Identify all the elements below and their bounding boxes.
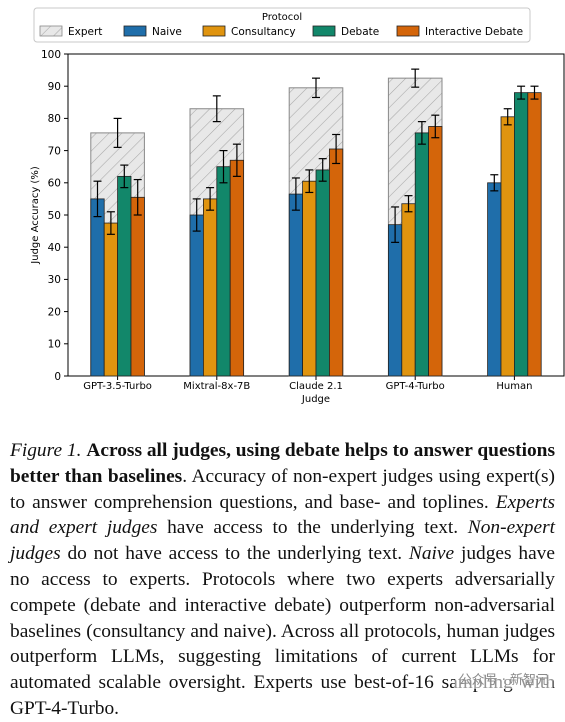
bar-debate xyxy=(414,132,430,377)
y-axis-label: Judge Accuracy (%) xyxy=(30,166,41,265)
caption-text-4: judges have no access to experts. Protoc… xyxy=(10,543,555,719)
legend-label: Expert xyxy=(68,26,102,38)
bar-interactive-debate xyxy=(130,196,145,377)
watermark: 公众号 · 新智元 xyxy=(454,668,553,689)
figure-caption: Figure 1. Across all judges, using debat… xyxy=(10,438,555,722)
bar-naive xyxy=(288,193,304,377)
legend-swatch xyxy=(396,25,420,37)
y-tick-label: 100 xyxy=(41,49,61,61)
x-axis-label: Judge xyxy=(301,394,330,405)
caption-text-2: have access to the underlying text. xyxy=(157,517,468,539)
x-tick-label: Claude 2.1 xyxy=(289,381,343,392)
y-tick-label: 90 xyxy=(48,81,61,93)
bar-debate xyxy=(117,175,132,377)
y-tick-label: 0 xyxy=(54,371,61,383)
caption-emph-3: Naive xyxy=(408,543,455,565)
bar-interactive-debate xyxy=(328,148,344,377)
caption-emph-1: Experts and expert judges xyxy=(10,491,555,539)
bar-naive xyxy=(387,224,403,377)
x-tick-label: GPT-3.5-Turbo xyxy=(83,381,152,392)
bar-consultancy xyxy=(500,116,515,377)
legend-swatch xyxy=(202,25,226,37)
legend-swatch xyxy=(39,25,63,37)
x-tick-label: Mixtral-8x-7B xyxy=(183,381,250,392)
legend-label: Debate xyxy=(341,26,379,38)
legend-title: Protocol xyxy=(262,12,302,23)
y-tick-label: 70 xyxy=(48,145,61,157)
y-tick-label: 60 xyxy=(48,178,61,190)
legend-label: Consultancy xyxy=(231,26,296,38)
legend-label: Naive xyxy=(152,26,182,38)
y-tick-label: 20 xyxy=(48,306,61,318)
chart: 0 10 20 30 40 50 60 70 80 90 100 Judge Accuracy (%)… xyxy=(30,7,565,405)
caption-title: Across all judges, using debate helps to… xyxy=(10,440,555,487)
caption-text-1: . Accuracy of non-expert judges using ex… xyxy=(10,465,555,513)
bar-debate xyxy=(315,169,330,377)
y-tick-label: 80 xyxy=(48,113,61,125)
bar-debate xyxy=(216,166,231,377)
legend-swatch xyxy=(312,25,336,37)
bar-debate xyxy=(514,92,529,377)
legend-label: Interactive Debate xyxy=(425,26,523,38)
y-tick-label: 40 xyxy=(48,242,61,254)
caption-label: Figure 1. xyxy=(10,440,82,461)
bar-interactive-debate xyxy=(428,126,443,377)
y-tick-label: 30 xyxy=(48,274,61,286)
caption-emph-2: Non-expert judges xyxy=(10,517,556,565)
x-tick-label: Human xyxy=(496,381,532,392)
bar-consultancy xyxy=(401,203,416,377)
y-tick-label: 50 xyxy=(48,210,61,222)
bar-consultancy xyxy=(202,198,218,377)
bar-consultancy xyxy=(302,180,317,377)
y-tick-label: 10 xyxy=(48,339,61,351)
bar-naive xyxy=(487,182,502,377)
bar-consultancy xyxy=(103,222,118,377)
legend-swatch xyxy=(123,25,147,37)
bar-naive xyxy=(189,214,204,377)
bar-interactive-debate xyxy=(527,92,542,377)
bar-interactive-debate xyxy=(229,159,244,377)
bar-naive xyxy=(90,198,105,377)
x-tick-label: GPT-4-Turbo xyxy=(386,381,445,392)
caption-text-3: do not have access to the underlying tex… xyxy=(60,543,409,565)
